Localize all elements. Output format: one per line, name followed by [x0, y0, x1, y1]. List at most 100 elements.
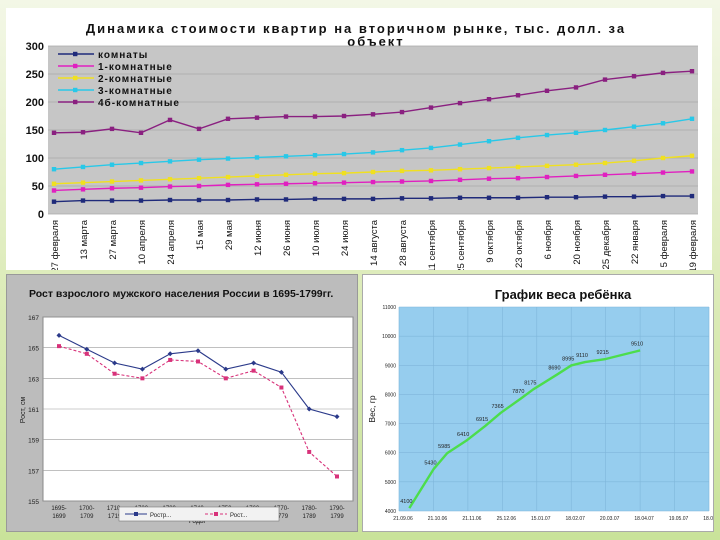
x-tick-label: 25 декабря: [601, 220, 612, 269]
data-point: [251, 360, 257, 366]
data-point: [51, 167, 57, 172]
data-point: [112, 371, 117, 376]
y-tick-label: 6000: [385, 451, 396, 457]
x-tick-label: 27 марта: [108, 219, 119, 259]
y-tick-label: 157: [28, 468, 39, 475]
data-point: [167, 159, 173, 164]
x-axis-label: Годы: [189, 518, 205, 525]
data-point: [254, 155, 260, 160]
legend-label: 2-комнатные: [98, 74, 173, 85]
x-tick-label: 15 мая: [195, 220, 206, 250]
data-label: 9110: [576, 353, 588, 359]
data-point: [428, 196, 434, 201]
y-tick-label: 250: [26, 69, 44, 81]
data-point: [544, 132, 550, 138]
data-point: [167, 177, 173, 182]
data-point: [631, 194, 637, 199]
data-label: 5430: [424, 460, 436, 466]
data-point: [370, 196, 376, 202]
data-label: 7870: [512, 389, 524, 395]
x-tick-label: 11 сентября: [427, 220, 438, 270]
legend-label: 3-комнатные: [98, 86, 173, 97]
data-point: [602, 194, 608, 199]
data-point: [515, 164, 521, 170]
chart-title-line-1: Динамика стоимости квартир на вторичном …: [86, 21, 626, 36]
data-point: [138, 178, 144, 183]
data-point: [57, 344, 61, 349]
x-tick-label: 22 января: [630, 220, 641, 264]
x-tick-label: 26 июня: [282, 220, 293, 256]
y-tick-label: 100: [26, 153, 44, 165]
data-label: 7365: [491, 404, 503, 410]
data-point: [254, 197, 260, 202]
data-point: [196, 157, 202, 162]
data-point: [80, 187, 86, 192]
data-point: [196, 183, 202, 189]
legend-label: Ростр...: [150, 513, 171, 519]
x-tick-label: 6 ноября: [543, 220, 554, 259]
y-tick-label: 8000: [385, 392, 396, 398]
x-tick-label: 14 августа: [369, 219, 380, 266]
x-tick-label: 13 марта: [79, 219, 90, 259]
data-point: [225, 174, 231, 180]
data-point: [225, 197, 231, 203]
data-point: [544, 174, 550, 180]
data-point: [631, 74, 637, 79]
data-point: [544, 195, 550, 200]
data-point: [573, 85, 579, 90]
data-point: [196, 359, 200, 364]
data-point: [428, 105, 434, 110]
y-tick-label: 167: [28, 315, 39, 322]
data-label: 9510: [631, 341, 643, 347]
data-label: 8690: [548, 365, 560, 371]
data-point: [486, 176, 492, 181]
y-tick-label: 0: [38, 209, 44, 221]
data-point: [109, 179, 115, 184]
y-tick-label: 165: [28, 346, 39, 353]
data-point: [283, 197, 289, 202]
chart-title: График веса ребёнка: [495, 287, 632, 302]
x-tick-label: 5 февраля: [659, 220, 670, 267]
x-tick-label: 9 октября: [485, 220, 496, 263]
data-point: [251, 368, 256, 373]
data-point: [689, 116, 695, 121]
data-label: 5985: [438, 444, 450, 450]
data-point: [602, 77, 608, 82]
data-point: [399, 147, 405, 153]
data-point: [138, 198, 144, 203]
data-point: [312, 196, 318, 202]
data-point: [486, 139, 492, 144]
data-point: [225, 116, 231, 121]
data-point: [84, 346, 90, 352]
x-tick-label: 18.06.07: [703, 516, 713, 522]
y-tick-label: 163: [28, 376, 39, 383]
data-point: [689, 153, 695, 158]
data-point: [486, 195, 492, 200]
data-label: 4100: [400, 499, 412, 505]
x-tick-label: 24 апреля: [166, 220, 177, 265]
data-point: [283, 181, 289, 186]
data-point: [80, 164, 86, 170]
legend-marker: [73, 87, 78, 93]
data-point: [515, 175, 521, 181]
data-point: [283, 154, 289, 159]
data-label: 8995: [562, 356, 574, 362]
x-tick-label: 20.03.07: [600, 516, 620, 522]
data-point: [283, 114, 289, 119]
data-point: [689, 69, 695, 74]
apartment-price-chart-panel: Динамика стоимости квартир на вторичном …: [6, 8, 712, 270]
x-tick-label: 1710-1719: [107, 506, 122, 520]
x-tick-label: 12 июня: [253, 220, 264, 256]
data-point: [631, 158, 637, 163]
data-point: [457, 177, 463, 183]
y-axis-label: Вес, гр: [367, 395, 377, 422]
x-tick-label: 21.09.06: [393, 516, 413, 522]
x-tick-label: 28 августа: [398, 219, 409, 266]
data-point: [399, 109, 405, 115]
x-tick-label: 21.10.06: [428, 516, 448, 522]
data-point: [139, 366, 145, 372]
baby-weight-chart: График веса ребёнка Вес, гр 4100 5430 5985…: [367, 287, 713, 522]
data-point: [167, 117, 173, 123]
data-point: [457, 142, 463, 147]
x-tick-label: 18.02.07: [565, 516, 585, 522]
